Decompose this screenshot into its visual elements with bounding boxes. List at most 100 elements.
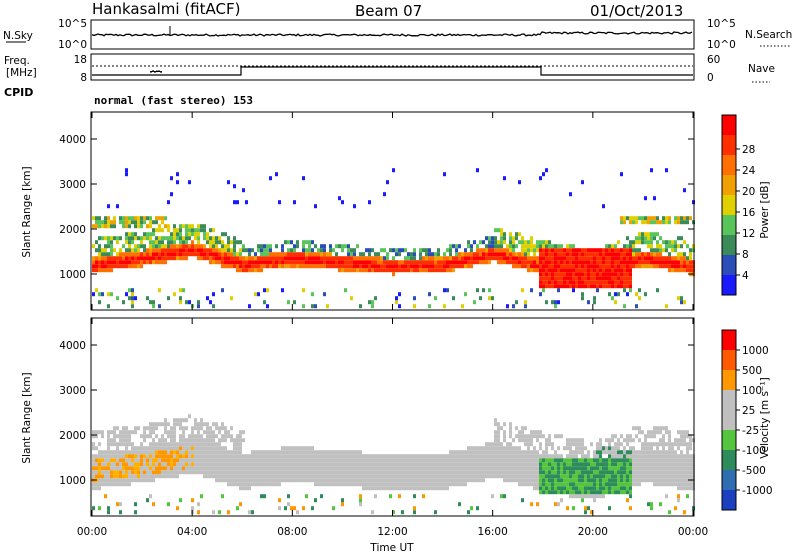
- velocity-cell: [350, 470, 353, 475]
- velocity-cell: [608, 470, 611, 475]
- velocity-cell: [371, 482, 374, 487]
- power-cell: [107, 260, 110, 265]
- velocity-cell: [641, 462, 644, 467]
- power-cell: [212, 240, 215, 245]
- power-cell: [557, 300, 560, 305]
- velocity-cell: [236, 506, 239, 511]
- power-cell: [128, 236, 131, 241]
- velocity-cell: [203, 430, 206, 435]
- power-cell: [305, 256, 308, 261]
- velocity-cell: [569, 470, 572, 475]
- velocity-cell: [596, 478, 599, 483]
- power-cell: [620, 248, 623, 253]
- power-cell: [539, 284, 542, 289]
- velocity-cell: [134, 502, 137, 507]
- noise-line: [91, 31, 693, 37]
- velocity-cell: [671, 474, 674, 479]
- velocity-cell: [644, 458, 647, 463]
- velocity-cell: [578, 446, 581, 451]
- velocity-cell: [584, 490, 587, 495]
- velocity-cell: [239, 466, 242, 471]
- power-cell: [635, 256, 638, 261]
- velocity-cell: [194, 458, 197, 463]
- power-cell: [251, 256, 254, 261]
- velocity-cell: [311, 458, 314, 463]
- velocity-cell: [230, 462, 233, 467]
- power-cell: [224, 244, 227, 249]
- velocity-cell: [623, 486, 626, 491]
- power-cell: [161, 236, 164, 241]
- power-cell: [347, 252, 350, 257]
- velocity-cell: [122, 462, 125, 467]
- power-cell: [350, 252, 353, 257]
- power-cell: [629, 248, 632, 253]
- velocity-cell: [584, 482, 587, 487]
- power-cell: [410, 268, 413, 273]
- power-cell: [635, 248, 638, 253]
- power-cell: [125, 256, 128, 261]
- power-cell: [302, 256, 305, 261]
- velocity-cell: [134, 426, 137, 431]
- power-cell: [116, 240, 119, 245]
- velocity-cell: [386, 486, 389, 491]
- power-cell: [665, 216, 668, 221]
- velocity-cell: [407, 478, 410, 483]
- power-cell: [221, 232, 224, 237]
- velocity-cell: [668, 442, 671, 447]
- power-cell: [185, 244, 188, 249]
- power-cell: [476, 256, 479, 261]
- velocity-cell: [227, 454, 230, 459]
- power-cell: [425, 264, 428, 269]
- velocity-cell: [656, 458, 659, 463]
- y-tick-label: 1000: [59, 475, 86, 487]
- power-cell: [179, 232, 182, 237]
- velocity-cell: [449, 482, 452, 487]
- velocity-cell: [140, 458, 143, 463]
- velocity-cell: [650, 462, 653, 467]
- velocity-cell: [548, 478, 551, 483]
- power-cell: [461, 260, 464, 265]
- velocity-cell: [389, 482, 392, 487]
- velocity-cell: [635, 450, 638, 455]
- power-cell: [581, 296, 584, 301]
- power-cell: [560, 248, 563, 253]
- power-cell: [629, 240, 632, 245]
- velocity-cell: [569, 446, 572, 451]
- velocity-cell: [119, 458, 122, 463]
- velocity-cell: [359, 470, 362, 475]
- velocity-cell: [683, 430, 686, 435]
- velocity-cell: [413, 470, 416, 475]
- power-cell: [641, 216, 644, 221]
- power-cell: [635, 260, 638, 265]
- velocity-cell: [206, 450, 209, 455]
- velocity-cell: [620, 458, 623, 463]
- power-cell: [161, 260, 164, 265]
- velocity-cell: [452, 466, 455, 471]
- velocity-cell: [350, 478, 353, 483]
- power-cell: [422, 264, 425, 269]
- power-cell: [173, 236, 176, 241]
- velocity-cell: [179, 442, 182, 447]
- power-cell: [566, 264, 569, 269]
- velocity-cell: [521, 458, 524, 463]
- power-cell: [539, 240, 542, 245]
- power-cell: [677, 256, 680, 261]
- power-cell: [416, 264, 419, 269]
- velocity-cell: [674, 438, 677, 443]
- power-cell: [473, 260, 476, 265]
- power-cell: [677, 252, 680, 257]
- power-cell: [584, 272, 587, 277]
- velocity-cell: [503, 438, 506, 443]
- velocity-cell: [182, 458, 185, 463]
- velocity-cell: [422, 482, 425, 487]
- power-cell: [572, 280, 575, 285]
- power-cell: [335, 256, 338, 261]
- power-cell: [158, 236, 161, 241]
- velocity-cell: [536, 478, 539, 483]
- power-cell: [455, 244, 458, 249]
- velocity-cell: [689, 442, 692, 447]
- power-cell: [260, 256, 263, 261]
- power-cell: [632, 256, 635, 261]
- velocity-cell: [494, 442, 497, 447]
- velocity-cell: [602, 474, 605, 479]
